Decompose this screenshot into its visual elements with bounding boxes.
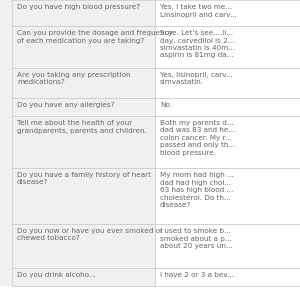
Text: Do you drink alcoho...: Do you drink alcoho...: [17, 272, 96, 278]
Bar: [0, 224, 12, 268]
Bar: [155, 0, 300, 26]
Bar: [12, 224, 155, 268]
Bar: [12, 98, 155, 116]
Text: Do you have a family history of heart
disease?: Do you have a family history of heart di…: [17, 172, 151, 185]
Bar: [0, 116, 12, 168]
Text: Tell me about the health of your
grandparents, parents and children.: Tell me about the health of your grandpa…: [17, 120, 147, 134]
Text: Yes, I take two me...
Linsinopril and carv...: Yes, I take two me... Linsinopril and ca…: [160, 4, 237, 17]
Bar: [12, 26, 155, 68]
Bar: [0, 68, 12, 98]
Bar: [155, 168, 300, 224]
Bar: [155, 98, 300, 116]
Bar: [0, 0, 12, 26]
Text: Are you taking any prescription
medications?: Are you taking any prescription medicati…: [17, 72, 130, 86]
Bar: [12, 268, 155, 286]
Bar: [155, 224, 300, 268]
Bar: [12, 68, 155, 98]
Text: Do you have high blood pressure?: Do you have high blood pressure?: [17, 4, 140, 10]
Bar: [12, 0, 155, 26]
Text: Sure. Let's see....li...
day, carvedilol is 2...
simvastatin is 40m...
aspirin i: Sure. Let's see....li... day, carvedilol…: [160, 30, 235, 58]
Bar: [0, 26, 12, 68]
Text: Yes, lisinopril, carv...
simvastatin.: Yes, lisinopril, carv... simvastatin.: [160, 72, 233, 86]
Bar: [155, 116, 300, 168]
Text: I used to smoke b...
smoked about a p...
about 20 years un...: I used to smoke b... smoked about a p...…: [160, 228, 232, 249]
Bar: [155, 68, 300, 98]
Text: Do you have any allergies?: Do you have any allergies?: [17, 102, 115, 108]
Text: I have 2 or 3 a bev...: I have 2 or 3 a bev...: [160, 272, 234, 278]
Bar: [0, 98, 12, 116]
Text: Do you now or have you ever smoked or
chewed tobacco?: Do you now or have you ever smoked or ch…: [17, 228, 163, 242]
Bar: [0, 268, 12, 286]
Bar: [155, 26, 300, 68]
Bar: [0, 168, 12, 224]
Bar: [12, 116, 155, 168]
Text: No.: No.: [160, 102, 172, 108]
Text: My mom had high ...
dad had high chol...
63 has high blood ...
cholesterol. Do t: My mom had high ... dad had high chol...…: [160, 172, 234, 208]
Bar: [155, 268, 300, 286]
Bar: [12, 168, 155, 224]
Text: Can you provide the dosage and frequency
of each medication you are taking?: Can you provide the dosage and frequency…: [17, 30, 173, 43]
Text: Both my parents d...
dad was 83 and he...
colon cancer. My r...
passed and only : Both my parents d... dad was 83 and he..…: [160, 120, 235, 156]
